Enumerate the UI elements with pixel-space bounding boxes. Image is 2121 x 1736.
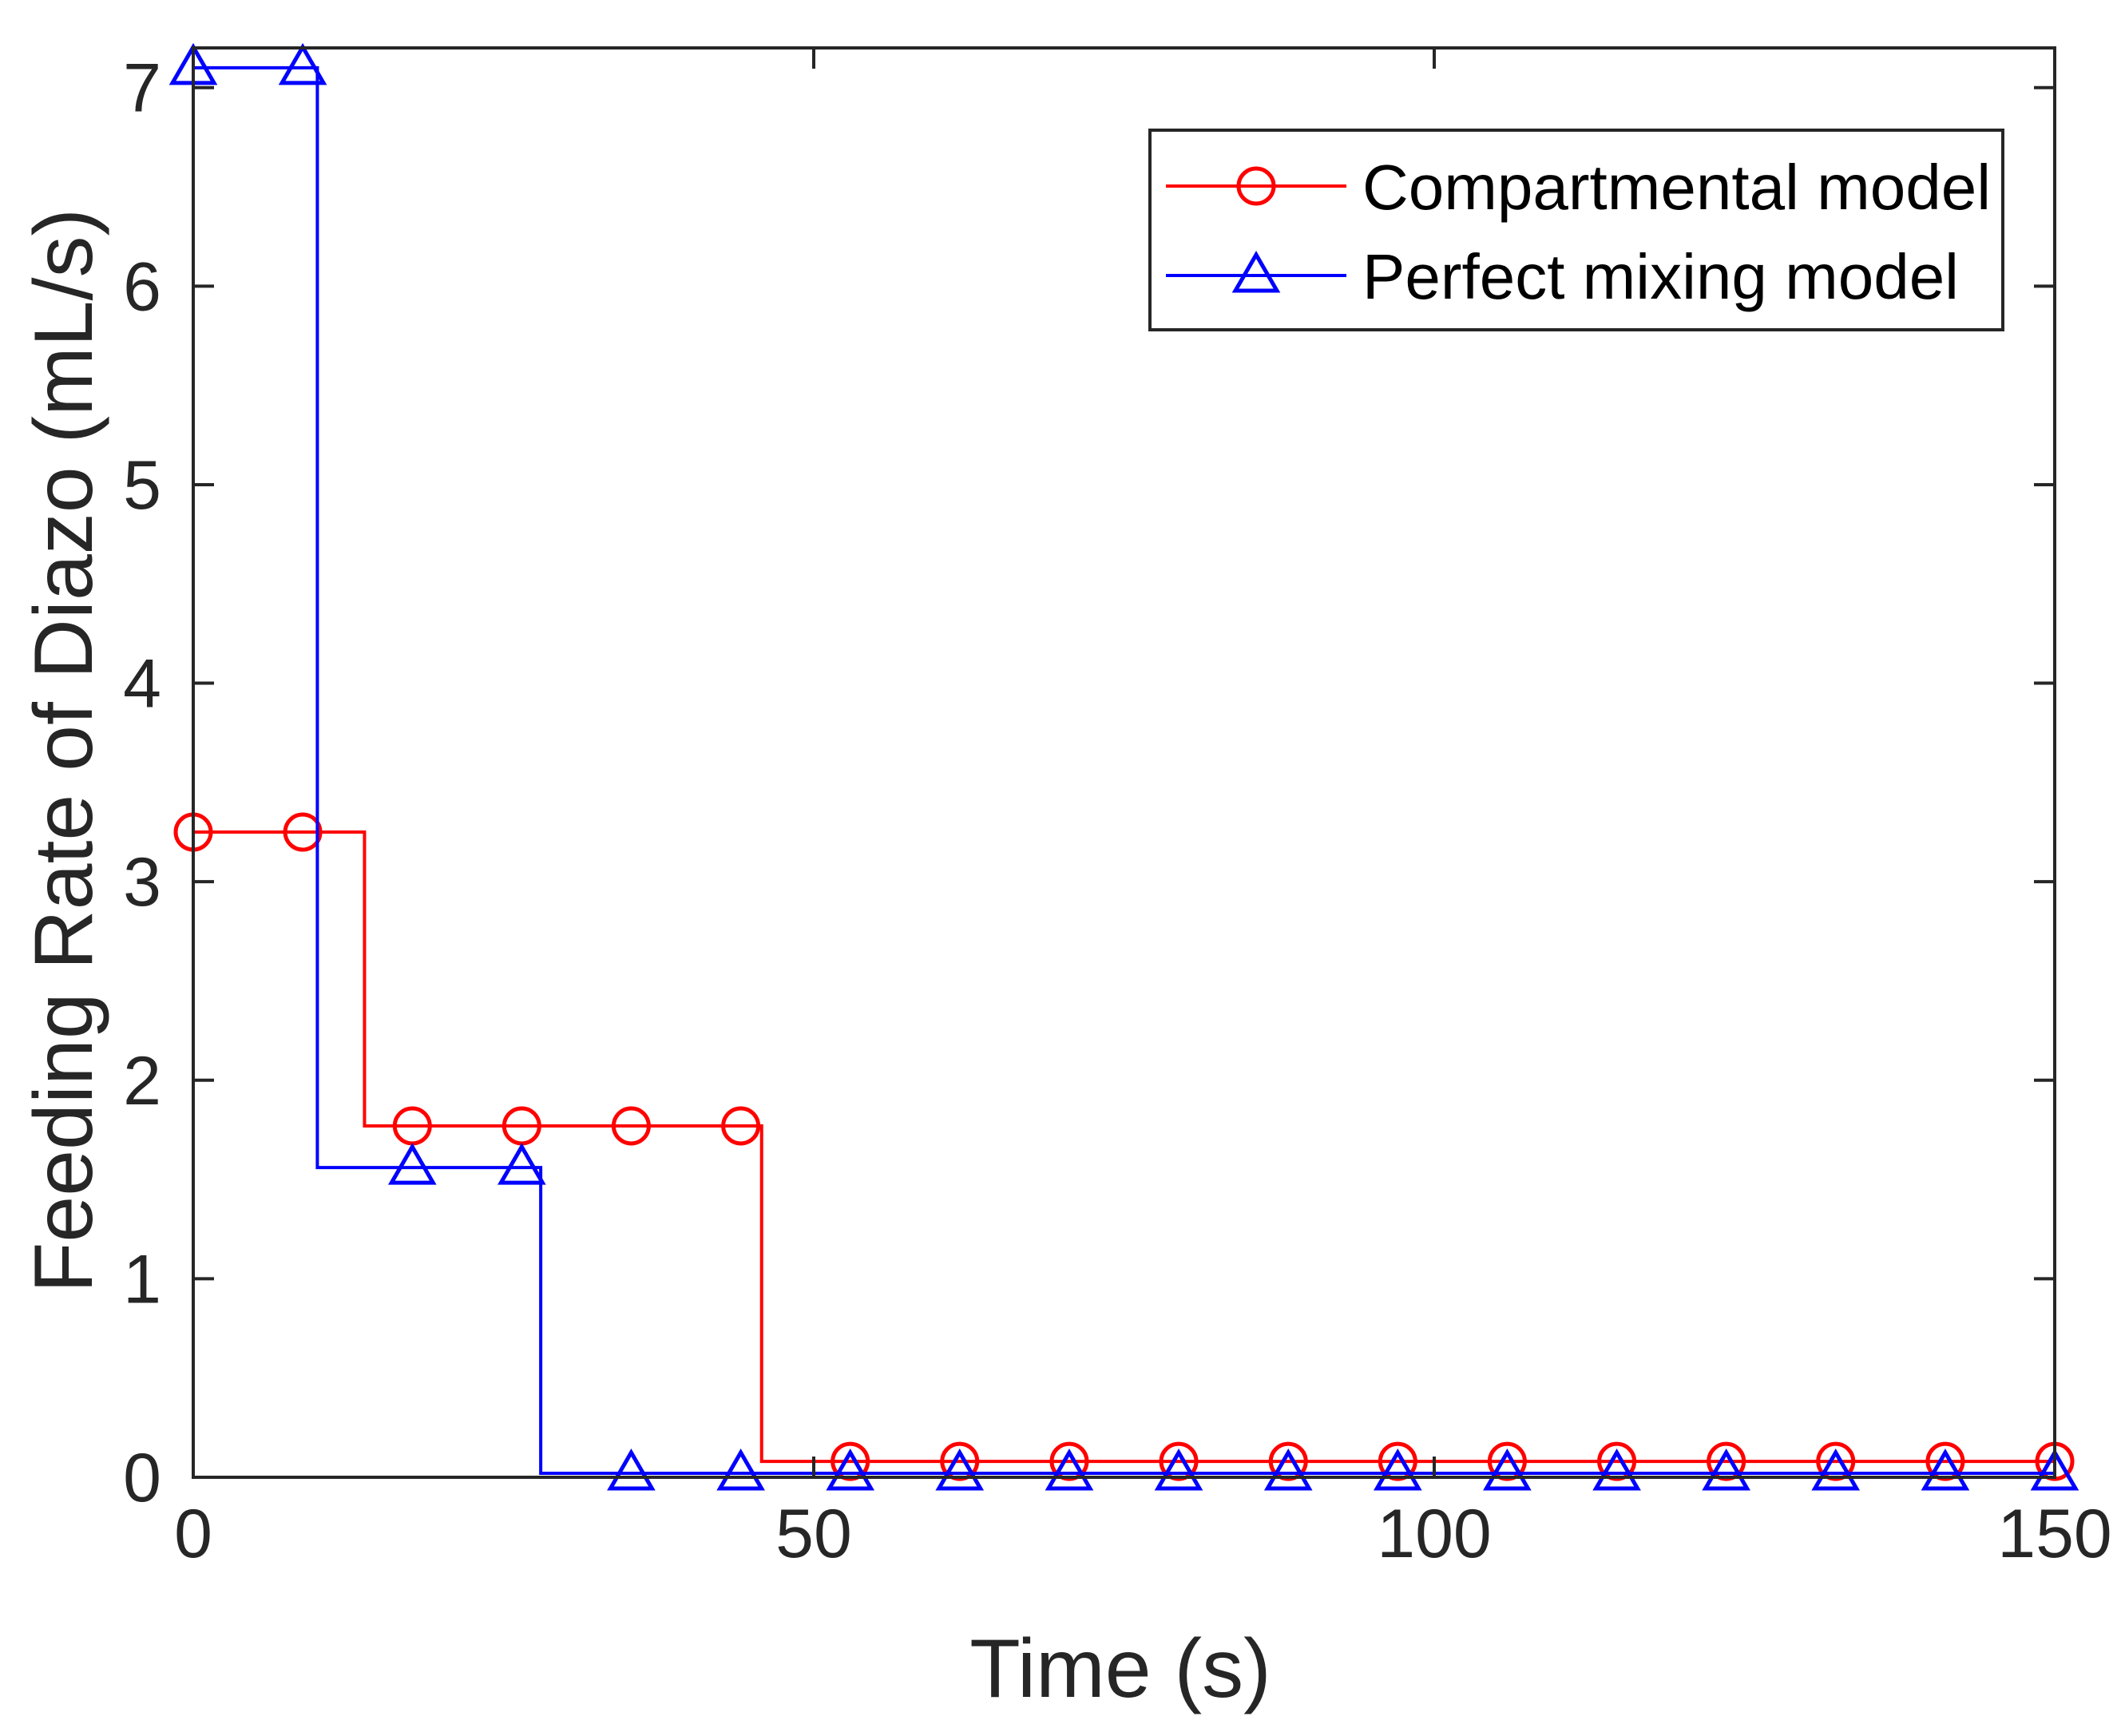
- marker-perfect: [1373, 1449, 1422, 1491]
- axes-box: [192, 46, 2056, 1479]
- marker-perfect: [498, 1143, 546, 1185]
- marker-perfect: [278, 42, 327, 85]
- marker-perfect: [387, 1143, 437, 1185]
- marker-perfect: [1483, 1449, 1532, 1491]
- y-axis-title: Feeding Rate of Diazo (mL/s): [18, 208, 110, 1293]
- marker-compartmental: [1159, 1441, 1199, 1481]
- legend-marker-perfect: [1231, 251, 1281, 293]
- marker-perfect: [716, 1449, 765, 1491]
- legend-label-compartmental: Compartmental model: [1362, 152, 1991, 223]
- x-tick-label: 50: [775, 1496, 852, 1572]
- marker-compartmental: [1487, 1441, 1527, 1481]
- marker-compartmental: [940, 1441, 980, 1481]
- marker-compartmental: [1378, 1441, 1417, 1481]
- legend-label-perfect: Perfect mixing model: [1362, 241, 1959, 312]
- marker-perfect: [2030, 1449, 2079, 1491]
- marker-compartmental: [721, 1106, 761, 1146]
- marker-perfect: [1154, 1449, 1203, 1491]
- marker-perfect: [1592, 1449, 1641, 1491]
- x-tick-label: 100: [1377, 1496, 1492, 1572]
- y-tick-label: 4: [123, 646, 161, 723]
- marker-perfect: [935, 1449, 985, 1491]
- marker-compartmental: [1049, 1441, 1089, 1481]
- marker-compartmental: [283, 812, 323, 852]
- y-tick-label: 1: [123, 1241, 161, 1318]
- marker-perfect: [607, 1449, 656, 1491]
- legend: Compartmental model Perfect mixing model: [1148, 129, 2004, 331]
- y-tick-label: 2: [123, 1043, 161, 1120]
- marker-perfect: [1045, 1449, 1094, 1491]
- marker-perfect: [1811, 1449, 1861, 1491]
- y-tick-label: 7: [123, 50, 161, 127]
- marker-compartmental: [1816, 1441, 1856, 1481]
- x-tick-label: 150: [1997, 1496, 2112, 1572]
- marker-perfect: [826, 1449, 875, 1491]
- marker-compartmental: [1268, 1441, 1308, 1481]
- marker-compartmental: [1707, 1441, 1746, 1481]
- x-tick-label: 0: [174, 1496, 212, 1572]
- y-tick-label: 3: [123, 844, 161, 921]
- marker-compartmental: [611, 1106, 651, 1146]
- legend-box: [1148, 129, 2004, 331]
- series-line-perfect: [193, 65, 2055, 1476]
- marker-perfect: [1921, 1449, 1970, 1491]
- y-tick-label: 6: [123, 248, 161, 325]
- marker-compartmental: [831, 1441, 870, 1481]
- y-tick-label: 0: [123, 1440, 161, 1516]
- y-tick-label: 5: [123, 447, 161, 524]
- marker-perfect: [1702, 1449, 1750, 1491]
- marker-compartmental: [1597, 1441, 1637, 1481]
- marker-perfect: [1263, 1449, 1313, 1491]
- axes-layer: 0 50 100 150 0 1 2 3 4 5 6 7: [123, 46, 2112, 1572]
- legend-marker-compartmental: [1236, 166, 1276, 206]
- marker-compartmental: [1925, 1441, 1965, 1481]
- x-axis-title: Time (s): [969, 1623, 1271, 1715]
